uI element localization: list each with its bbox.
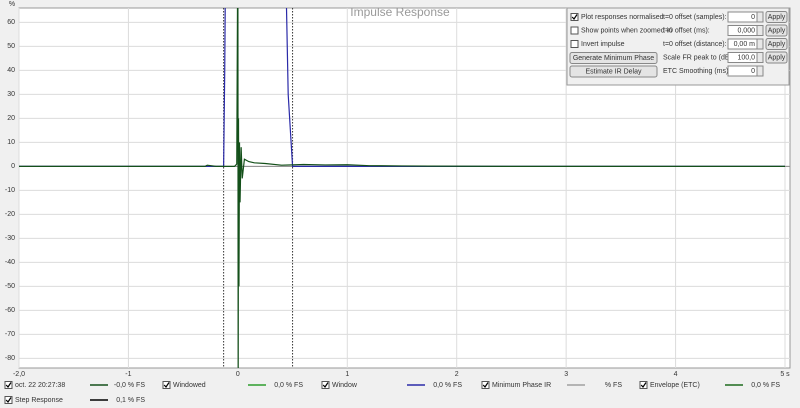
y-tick-label: 50 (7, 43, 15, 50)
y-tick-label: 0 (11, 163, 15, 170)
legend-readout: 0,1 % FS (116, 397, 145, 404)
field-label: ETC Smoothing (ms): (663, 68, 730, 75)
y-tick-label: -70 (5, 331, 15, 338)
control-panel: Plot responses normalised Show points whe… (566, 7, 790, 86)
legend-checkbox[interactable] (639, 381, 648, 389)
button-label: Estimate IR Delay (585, 68, 642, 75)
field-value: 0,000 (737, 27, 755, 34)
legend-checkbox[interactable] (162, 381, 171, 389)
checkbox[interactable] (570, 13, 579, 21)
y-tick-label: -40 (5, 259, 15, 266)
field-value: 0 (751, 68, 755, 75)
field-label: Scale FR peak to (dB SPL): (663, 54, 749, 61)
field-value: 100,0 (737, 54, 755, 61)
apply-button[interactable] (765, 24, 788, 37)
legend-checkbox[interactable] (4, 396, 13, 404)
legend-label: Minimum Phase IR (492, 382, 551, 389)
y-tick-label: -30 (5, 235, 15, 242)
spinner[interactable] (756, 38, 764, 50)
legend-checkbox[interactable] (4, 381, 13, 389)
legend-readout: 0,0 % FS (433, 382, 462, 389)
apply-button[interactable] (765, 51, 788, 64)
legend: oct. 22 20:27:38 -0,0 % FS Windowed 0,0 % F… (4, 381, 780, 404)
y-tick-label: 10 (7, 139, 15, 146)
apply-label: Apply (768, 54, 786, 61)
x-tick-label: 2 (455, 371, 459, 378)
check-mark (571, 14, 578, 20)
y-tick-label: 40 (7, 67, 15, 74)
field-label: t=0 offset (samples): (663, 14, 727, 21)
check-mark (482, 382, 489, 388)
legend-checkbox[interactable] (321, 381, 330, 389)
check-mark (5, 382, 12, 388)
y-tick-label: 30 (7, 91, 15, 98)
y-tick-label: -60 (5, 307, 15, 314)
field-value: 0 (751, 14, 755, 21)
field-label: t=0 offset (ms): (663, 27, 710, 34)
chart-title: Impulse Response (350, 5, 450, 19)
check-mark (5, 397, 12, 403)
button-label: Generate Minimum Phase (573, 55, 654, 62)
x-tick-label: 4 (674, 371, 678, 378)
y-tick-label: -20 (5, 211, 15, 218)
legend-label: Window (332, 382, 358, 389)
apply-button[interactable] (765, 11, 788, 23)
legend-label: Step Response (15, 397, 63, 404)
legend-readout: -0,0 % FS (114, 382, 145, 389)
legend-label: oct. 22 20:27:38 (15, 382, 65, 389)
checkbox-label: Plot responses normalised (581, 14, 664, 21)
checkbox[interactable] (570, 26, 579, 35)
x-tick-label: 0 (236, 371, 240, 378)
spinner[interactable] (756, 11, 764, 23)
check-mark (163, 382, 170, 388)
y-tick-label: -80 (5, 355, 15, 362)
field-label: t=0 offset (distance): (663, 41, 727, 48)
apply-label: Apply (768, 14, 786, 21)
check-mark (322, 382, 329, 388)
field-value: 0,00 m (734, 41, 756, 48)
button[interactable] (569, 52, 658, 64)
series-line (19, 8, 785, 368)
check-mark (640, 382, 647, 388)
spinner[interactable] (756, 52, 764, 63)
plot-marks (19, 8, 785, 368)
legend-label: Windowed (173, 382, 206, 389)
x-tick-label: -1 (125, 371, 131, 378)
button[interactable] (569, 65, 658, 78)
y-tick-label: 20 (7, 115, 15, 122)
apply-button[interactable] (765, 38, 788, 50)
series-line (19, 8, 785, 167)
legend-readout: % FS (605, 382, 622, 389)
x-tick-label: 5 s (780, 371, 790, 378)
checkbox-label: Invert impulse (581, 41, 625, 48)
y-tick-label: -10 (5, 187, 15, 194)
apply-label: Apply (768, 27, 786, 34)
x-tick-label: -2,0 (13, 371, 25, 378)
x-tick-label: 1 (345, 371, 349, 378)
legend-label: Envelope (ETC) (650, 382, 700, 389)
legend-readout: 0,0 % FS (274, 382, 303, 389)
x-tick-label: 3 (564, 371, 568, 378)
y-tick-label: 60 (7, 19, 15, 26)
y-tick-label: -50 (5, 283, 15, 290)
legend-readout: 0,0 % FS (751, 382, 780, 389)
apply-label: Apply (768, 41, 786, 48)
y-axis-label: % (9, 1, 15, 8)
checkbox[interactable] (570, 40, 579, 48)
legend-checkbox[interactable] (481, 381, 490, 389)
spinner[interactable] (756, 25, 764, 36)
checkbox-label: Show points when zoomed in (581, 27, 672, 34)
spinner[interactable] (756, 65, 764, 77)
